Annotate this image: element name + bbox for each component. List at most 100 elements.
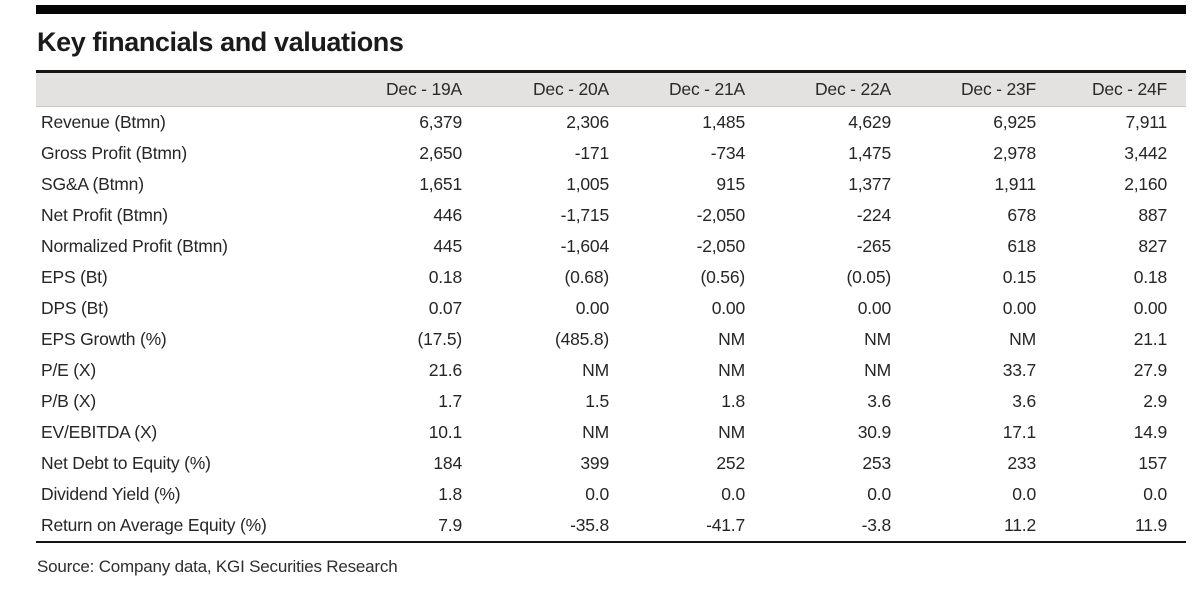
- value-cell: 157: [1138, 453, 1167, 473]
- value-cell: 0.0: [1143, 484, 1167, 504]
- value-cell: 1,651: [419, 174, 462, 194]
- value-cell: -1,715: [560, 205, 610, 225]
- table-row: Normalized Profit (Btmn) 445 -1,604 -2,050 -…: [36, 231, 1186, 262]
- value-cell: 0.00: [575, 298, 609, 318]
- value-cell: 21.6: [428, 360, 462, 380]
- value-cell: NM: [718, 329, 745, 349]
- value-cell: 0.0: [721, 484, 745, 504]
- value-cell: 17.1: [1002, 422, 1036, 442]
- value-cell: 1,005: [566, 174, 609, 194]
- row-label: EPS (Bt): [41, 267, 108, 287]
- value-cell: 27.9: [1133, 360, 1167, 380]
- value-cell: 1,475: [848, 143, 891, 163]
- table-row: P/E (X) 21.6 NM NM NM 33.7 27.9: [36, 355, 1186, 386]
- value-cell: 0.18: [428, 267, 462, 287]
- value-cell: NM: [1009, 329, 1036, 349]
- value-cell: 1.7: [438, 391, 462, 411]
- value-cell: -1,604: [560, 236, 610, 256]
- value-cell: 4,629: [848, 112, 891, 132]
- value-cell: 3,442: [1124, 143, 1167, 163]
- value-cell: 233: [1007, 453, 1036, 473]
- header-col-dec-21a: Dec - 21A: [609, 71, 745, 107]
- value-cell: 915: [716, 174, 745, 194]
- value-cell: 399: [580, 453, 609, 473]
- value-cell: 618: [1007, 236, 1036, 256]
- value-cell: 1,377: [848, 174, 891, 194]
- row-label: Gross Profit (Btmn): [41, 143, 187, 163]
- value-cell: NM: [582, 422, 609, 442]
- row-label: Normalized Profit (Btmn): [41, 236, 228, 256]
- value-cell: 0.15: [1002, 267, 1036, 287]
- value-cell: 445: [433, 236, 462, 256]
- row-label: P/E (X): [41, 360, 96, 380]
- page-title: Key financials and valuations: [37, 27, 404, 57]
- value-cell: 184: [433, 453, 462, 473]
- value-cell: 2,306: [566, 112, 609, 132]
- row-label: P/B (X): [41, 391, 96, 411]
- value-cell: 11.2: [1004, 515, 1036, 535]
- value-cell: -2,050: [696, 205, 746, 225]
- value-cell: 30.9: [857, 422, 891, 442]
- value-cell: 252: [716, 453, 745, 473]
- value-cell: (0.56): [700, 267, 745, 287]
- header-col-dec-23f: Dec - 23F: [891, 71, 1036, 107]
- value-cell: (485.8): [554, 329, 609, 349]
- value-cell: 11.9: [1135, 515, 1167, 535]
- header-metric-cell: [36, 71, 366, 107]
- value-cell: 2,650: [419, 143, 462, 163]
- value-cell: 0.00: [1133, 298, 1167, 318]
- table-row: Gross Profit (Btmn) 2,650 -171 -734 1,475 2,9…: [36, 138, 1186, 169]
- value-cell: -41.7: [706, 515, 745, 535]
- value-cell: 678: [1007, 205, 1036, 225]
- value-cell: 827: [1138, 236, 1167, 256]
- row-label: Return on Average Equity (%): [41, 515, 267, 535]
- table-row: EPS Growth (%) (17.5) (485.8) NM NM NM 21.1: [36, 324, 1186, 355]
- value-cell: 6,379: [419, 112, 462, 132]
- row-label: Dividend Yield (%): [41, 484, 181, 504]
- value-cell: 0.0: [867, 484, 891, 504]
- value-cell: 1.8: [721, 391, 745, 411]
- value-cell: NM: [864, 360, 891, 380]
- value-cell: 0.07: [428, 298, 462, 318]
- value-cell: 7,911: [1125, 112, 1168, 132]
- header-col-dec-19a: Dec - 19A: [366, 71, 462, 107]
- source-note: Source: Company data, KGI Securities Res…: [37, 557, 398, 576]
- value-cell: 2.9: [1143, 391, 1167, 411]
- value-cell: (0.05): [846, 267, 891, 287]
- row-label: Net Profit (Btmn): [41, 205, 168, 225]
- value-cell: -265: [856, 236, 891, 256]
- header-col-dec-24f: Dec - 24F: [1036, 71, 1186, 107]
- value-cell: 0.00: [1002, 298, 1036, 318]
- value-cell: NM: [864, 329, 891, 349]
- value-cell: 10.1: [428, 422, 462, 442]
- table-row: EV/EBITDA (X) 10.1 NM NM 30.9 17.1 14.9: [36, 417, 1186, 448]
- value-cell: -734: [710, 143, 745, 163]
- table-row: Net Debt to Equity (%) 184 399 252 253 233 157: [36, 448, 1186, 479]
- table-row: Net Profit (Btmn) 446 -1,715 -2,050 -224 678 8…: [36, 200, 1186, 231]
- row-label: EPS Growth (%): [41, 329, 167, 349]
- row-label: EV/EBITDA (X): [41, 422, 158, 442]
- value-cell: 253: [862, 453, 891, 473]
- financials-table: Dec - 19A Dec - 20A Dec - 21A Dec - 22A …: [36, 70, 1186, 543]
- value-cell: 887: [1138, 205, 1167, 225]
- report-page: Key financials and valuations Dec - 19A …: [0, 5, 1200, 577]
- value-cell: NM: [582, 360, 609, 380]
- value-cell: 21.1: [1133, 329, 1167, 349]
- table-row: Revenue (Btmn) 6,379 2,306 1,485 4,629 6,925 7…: [36, 107, 1186, 139]
- value-cell: NM: [718, 422, 745, 442]
- top-rule: [36, 5, 1186, 14]
- header-row: Dec - 19A Dec - 20A Dec - 21A Dec - 22A …: [36, 71, 1186, 107]
- value-cell: 3.6: [867, 391, 891, 411]
- value-cell: -35.8: [570, 515, 609, 535]
- value-cell: 0.0: [1012, 484, 1036, 504]
- header-col-dec-22a: Dec - 22A: [745, 71, 891, 107]
- value-cell: 0.00: [711, 298, 745, 318]
- row-label: DPS (Bt): [41, 298, 109, 318]
- table-row: EPS (Bt) 0.18 (0.68) (0.56) (0.05) 0.15 0.18: [36, 262, 1186, 293]
- value-cell: 7.9: [438, 515, 462, 535]
- value-cell: 1.5: [585, 391, 609, 411]
- value-cell: 0.0: [585, 484, 609, 504]
- value-cell: (0.68): [564, 267, 609, 287]
- row-label: SG&A (Btmn): [41, 174, 144, 194]
- table-row: SG&A (Btmn) 1,651 1,005 915 1,377 1,911 2,160: [36, 169, 1186, 200]
